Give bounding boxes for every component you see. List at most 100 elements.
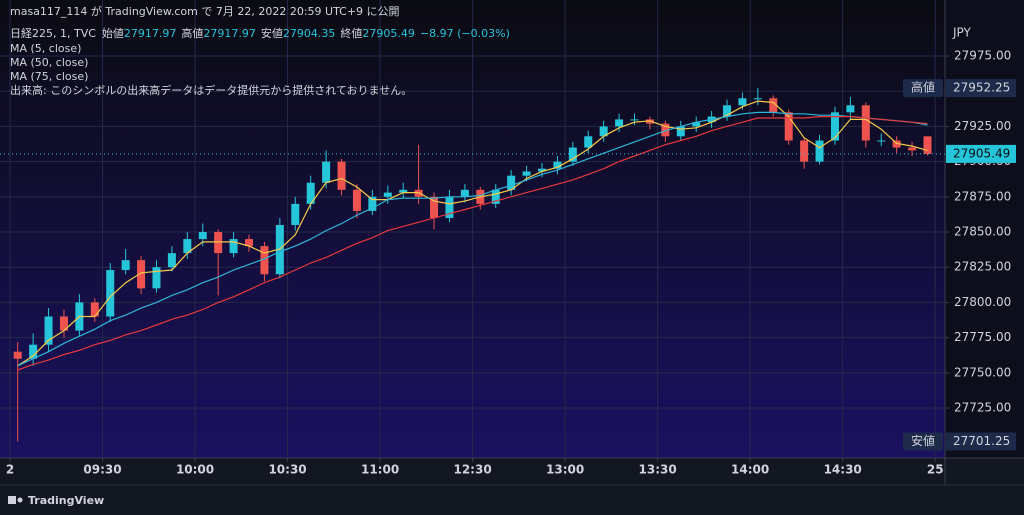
- x-tick-label: 12:30: [453, 463, 491, 477]
- x-tick-label: 13:30: [639, 463, 677, 477]
- candle-body: [214, 232, 223, 254]
- time-axis-background: [0, 458, 1024, 515]
- candle-body: [846, 105, 855, 113]
- candle-body: [923, 136, 932, 154]
- candle-body: [723, 105, 732, 117]
- price-axis-background: [945, 0, 1024, 458]
- ohlc-label: 高値: [181, 26, 203, 40]
- candle-body: [167, 253, 176, 268]
- candle-body: [291, 203, 300, 225]
- price-tag: [946, 79, 1016, 98]
- candle-body: [584, 136, 593, 148]
- candle-body: [445, 196, 454, 218]
- candle-body: [491, 189, 500, 204]
- ma-legend: MA (50, close): [10, 56, 88, 69]
- candle-body: [630, 119, 639, 121]
- candle-body: [399, 189, 408, 193]
- y-tick-label: 27775.00: [954, 330, 1011, 344]
- price-tag: [946, 432, 1016, 451]
- candle-body: [568, 147, 577, 162]
- price-tag-label-bg: [903, 79, 943, 98]
- candle-body: [522, 171, 531, 176]
- candle-body: [260, 246, 269, 275]
- candle-body: [275, 224, 284, 275]
- candle-body: [908, 147, 917, 151]
- y-tick-label: 27825.00: [954, 260, 1011, 274]
- y-tick-label: 27750.00: [954, 365, 1011, 379]
- candle-body: [306, 182, 315, 204]
- price-tag-label: 安値: [911, 433, 935, 448]
- chart-title: masa117_114 が TradingView.com で 7月 22, 2…: [10, 4, 400, 18]
- brand-logo: [8, 496, 16, 504]
- candle-body: [553, 161, 562, 169]
- candle-body: [183, 239, 192, 254]
- candle-body: [861, 105, 870, 141]
- ma-line: [17, 111, 928, 367]
- candle-body: [738, 98, 747, 106]
- candle-body: [507, 175, 516, 190]
- candle-body: [676, 126, 685, 137]
- x-tick-label: 2: [6, 463, 14, 477]
- candle-body: [152, 267, 161, 289]
- x-tick-label: 14:30: [824, 463, 862, 477]
- candle-body: [352, 189, 361, 211]
- ohlc-value: 27905.49: [362, 27, 415, 40]
- legend: masa117_114 が TradingView.com で 7月 22, 2…: [10, 4, 510, 97]
- candle-body: [800, 140, 809, 162]
- candle-body: [877, 140, 886, 142]
- candle-body: [414, 189, 423, 197]
- candle-body: [692, 122, 701, 127]
- marks: [0, 88, 945, 442]
- candle-body: [90, 302, 99, 317]
- ma-legend: MA (5, close): [10, 42, 81, 55]
- price-tag-value: 27701.25: [953, 434, 1010, 448]
- candle-body: [753, 98, 762, 100]
- candle-body: [59, 316, 68, 331]
- ohlc-label: 終値: [340, 26, 362, 40]
- brand-name: TradingView: [28, 494, 104, 507]
- ohlc-value: 27917.97: [124, 27, 177, 40]
- ma-legend: MA (75, close): [10, 70, 88, 83]
- axes: 27725.00 27750.00 27775.00 27800.00 27825.00…: [6, 49, 1016, 477]
- brand-logo: [17, 497, 23, 503]
- y-tick-label: 27875.00: [954, 189, 1011, 203]
- x-tick-label: 11:00: [361, 463, 399, 477]
- price-tag: [946, 144, 1016, 163]
- ohlc-label: 始値: [102, 26, 124, 40]
- ohlc-label: 安値: [261, 26, 283, 40]
- x-tick-label: 25: [927, 463, 944, 477]
- candle-body: [769, 98, 778, 113]
- y-tick-label: 27925.00: [954, 119, 1011, 133]
- candle-body: [13, 351, 22, 359]
- candle-body: [29, 344, 38, 359]
- candle-body: [460, 189, 469, 197]
- candle-body: [245, 239, 254, 247]
- candle-body: [198, 232, 207, 240]
- candle-body: [892, 140, 901, 148]
- x-tick-label: 09:30: [83, 463, 121, 477]
- candle-body: [383, 192, 392, 197]
- y-tick-label: 27850.00: [954, 225, 1011, 239]
- symbol: 日経225, 1, TVC: [10, 27, 96, 40]
- price-tag-value: 27905.49: [953, 146, 1010, 160]
- candle-body: [337, 161, 346, 190]
- price-tag-label-bg: [903, 432, 943, 451]
- candle-body: [645, 119, 654, 124]
- brand: TradingView: [8, 494, 104, 507]
- candle-body: [537, 168, 546, 172]
- volume-note: 出来高: このシンボルの出来高データはデータ提供元から提供されておりません。: [10, 83, 412, 97]
- candle-body: [661, 123, 670, 137]
- ma-line: [17, 116, 928, 371]
- grid: [0, 0, 945, 458]
- candle-body: [615, 119, 624, 127]
- x-tick-label: 10:30: [268, 463, 306, 477]
- candle-body: [121, 260, 130, 271]
- y-tick-label: 27800.00: [954, 295, 1011, 309]
- candle-body: [229, 239, 238, 254]
- candle-body: [368, 196, 377, 211]
- price-tag-label: 高値: [911, 80, 935, 95]
- x-tick-label: 14:00: [731, 463, 769, 477]
- currency: JPY: [952, 26, 972, 40]
- candle-body: [784, 112, 793, 141]
